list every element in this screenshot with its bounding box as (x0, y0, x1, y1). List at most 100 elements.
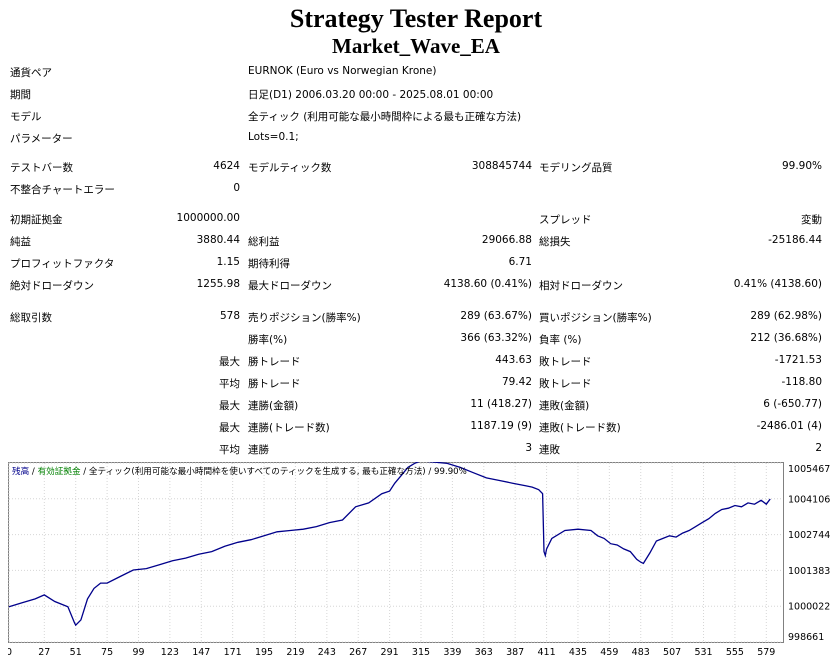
relative-drawdown-label: 相対ドローダウン (539, 280, 623, 292)
average-consecutive-wins-value: 3 (525, 442, 532, 454)
info-label: 期間 (10, 89, 31, 101)
legend-equity: 有効証拠金 (38, 465, 81, 477)
ticks-label: モデルティック数 (248, 162, 332, 174)
info-value: 全ティック (利用可能な最小時間枠による最も正確な方法) (248, 111, 522, 123)
largest-loss-value: -1721.53 (774, 354, 822, 366)
consecutive-losses-money-label: 連敗(金額) (539, 400, 590, 412)
average-loss-label: 敗トレード (539, 378, 592, 390)
gross-loss-label: 総損失 (539, 236, 571, 248)
consecutive-loss-count-value: -2486.01 (4) (756, 420, 822, 432)
y-tick-label: 998661 (788, 632, 824, 643)
x-tick-label: 507 (663, 647, 681, 658)
gross-profit-label: 総利益 (248, 236, 280, 248)
net-profit-label: 純益 (10, 236, 31, 248)
x-tick-label: 459 (600, 647, 618, 658)
x-tick-label: 579 (757, 647, 775, 658)
profit-factor-label: プロフィットファクタ (10, 258, 115, 270)
info-value: Lots=0.1; (248, 131, 299, 143)
net-profit-value: 3880.44 (196, 234, 240, 246)
x-tick-label: 291 (381, 647, 399, 658)
average-consecutive-losses-value: 2 (815, 442, 822, 454)
profit-trades-value: 366 (63.32%) (460, 332, 532, 344)
y-tick-label: 1004106 (788, 494, 830, 505)
x-axis: 0 27 51 75 99 123 147 171 195 219 243 267 291 315 339 3… (8, 647, 775, 658)
balance-series-line (8, 462, 771, 627)
ticks-value: 308845744 (471, 160, 532, 172)
long-positions-value: 289 (62.98%) (750, 310, 822, 322)
x-tick-label: 411 (537, 647, 555, 658)
profit-trades-label: 勝率(%) (248, 334, 288, 346)
total-trades-label: 総取引数 (10, 312, 52, 324)
expected-payoff-label: 期待利得 (248, 258, 290, 270)
chart-legend: 残高 / 有効証拠金 / 全ティック(利用可能な最小時間枠を使いすべてのティック… (12, 465, 467, 477)
absolute-drawdown-value: 1255.98 (196, 278, 240, 290)
x-tick-label: 219 (286, 647, 304, 658)
balance-chart: 1005467 1004106 1002744 1001383 1000022 99866… (8, 462, 830, 658)
x-tick-label: 243 (318, 647, 336, 658)
x-tick-label: 171 (224, 647, 242, 658)
spread-value: 変動 (801, 214, 822, 226)
x-tick-label: 123 (161, 647, 179, 658)
short-positions-value: 289 (63.67%) (460, 310, 532, 322)
x-tick-label: 0 (8, 647, 12, 658)
x-tick-label: 387 (506, 647, 524, 658)
average-consecutive-wins-label: 連勝 (248, 444, 269, 456)
loss-trades-label: 負率 (%) (539, 334, 582, 346)
consecutive-wins-money-value: 11 (418.27) (470, 398, 532, 410)
info-label: モデル (10, 111, 42, 123)
plot-area (8, 462, 784, 643)
x-tick-label: 555 (726, 647, 744, 658)
legend-separator: / (81, 467, 89, 477)
consecutive-losses-money-value: 6 (-650.77) (763, 398, 822, 410)
total-trades-value: 578 (219, 310, 240, 322)
x-tick-label: 27 (38, 647, 50, 658)
bars-value: 4624 (213, 160, 240, 172)
info-value: 日足(D1) 2006.03.20 00:00 - 2025.08.01 00:… (248, 89, 494, 101)
x-tick-label: 435 (569, 647, 587, 658)
consecutive-loss-count-label: 連敗(トレード数) (539, 422, 621, 434)
x-tick-label: 99 (132, 647, 144, 658)
relative-drawdown-value: 0.41% (4138.60) (733, 278, 822, 290)
gross-loss-value: -25186.44 (768, 234, 822, 246)
largest-loss-label: 敗トレード (539, 356, 592, 368)
y-tick-label: 1005467 (788, 464, 830, 475)
consecutive-profit-count-label: 連勝(トレード数) (248, 422, 330, 434)
maximal-drawdown-value: 4138.60 (0.41%) (443, 278, 532, 290)
info-label: 通貨ペア (10, 67, 52, 79)
x-tick-label: 531 (694, 647, 712, 658)
x-tick-label: 483 (632, 647, 650, 658)
deposit-label: 初期証拠金 (10, 214, 63, 226)
quality-label: モデリング品質 (539, 162, 613, 174)
bars-label: テストバー数 (10, 162, 73, 174)
x-tick-label: 195 (255, 647, 273, 658)
spread-label: スプレッド (539, 214, 592, 226)
y-tick-label: 1002744 (788, 530, 830, 541)
largest-qualifier: 最大 (219, 356, 240, 368)
average-consecutive-losses-label: 連敗 (539, 444, 560, 456)
legend-separator: / (426, 467, 434, 477)
short-positions-label: 売りポジション(勝率%) (248, 312, 361, 324)
long-positions-label: 買いポジション(勝率%) (539, 312, 652, 324)
average-profit-label: 勝トレード (248, 378, 301, 390)
loss-trades-value: 212 (36.68%) (750, 332, 822, 344)
x-tick-label: 363 (475, 647, 493, 658)
average-loss-value: -118.80 (781, 376, 822, 388)
stats-table: テストバー数 4624 モデルティック数 308845744 モデリング品質 9… (10, 160, 822, 456)
average-qualifier: 平均 (219, 444, 240, 456)
legend-quality: 99.90% (434, 467, 467, 477)
deposit-value: 1000000.00 (176, 212, 240, 224)
x-tick-label: 267 (349, 647, 367, 658)
report-title: Strategy Tester Report (289, 4, 543, 33)
x-tick-label: 75 (101, 647, 113, 658)
max-qualifier: 最大 (219, 400, 240, 412)
average-profit-value: 79.42 (501, 376, 532, 388)
y-tick-label: 1001383 (788, 566, 830, 577)
gross-profit-value: 29066.88 (481, 234, 532, 246)
consecutive-profit-count-value: 1187.19 (9) (470, 420, 532, 432)
legend-balance: 残高 (12, 465, 30, 477)
x-tick-label: 51 (70, 647, 82, 658)
largest-profit-value: 443.63 (495, 354, 532, 366)
x-tick-label: 147 (192, 647, 210, 658)
largest-profit-label: 勝トレード (248, 356, 301, 368)
info-value: EURNOK (Euro vs Norwegian Krone) (248, 65, 437, 77)
